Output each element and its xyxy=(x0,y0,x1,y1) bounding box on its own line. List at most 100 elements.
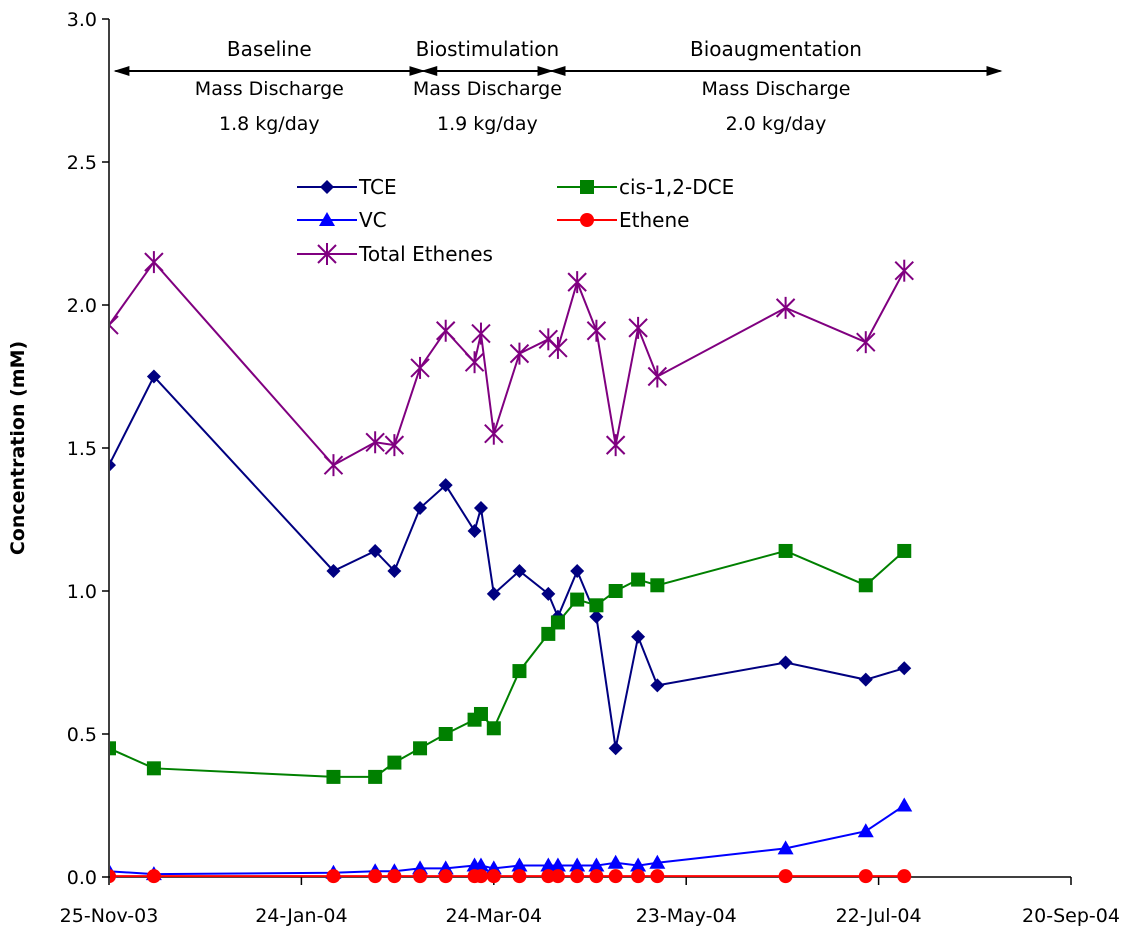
ethene-point xyxy=(486,869,501,884)
x-tick-label: 22-Jul-04 xyxy=(836,905,922,927)
y-tick-label: 2.5 xyxy=(67,152,97,174)
y-tick-label: 3.0 xyxy=(67,9,97,31)
cis-1-2-dce-point xyxy=(550,615,565,630)
total-ethenes-point xyxy=(384,434,405,457)
legend-item-ethene: Ethene xyxy=(557,208,689,232)
phase-discharge-rate: 2.0 kg/day xyxy=(726,113,827,135)
series-tce xyxy=(110,369,912,756)
tce-point xyxy=(110,459,116,472)
tce-point xyxy=(897,661,912,676)
tce-point xyxy=(512,563,527,578)
ethene-point xyxy=(368,869,383,884)
cis-1-2-dce-point xyxy=(608,584,623,598)
vc-point xyxy=(607,854,624,869)
ethene-point xyxy=(631,869,646,884)
legend-item-total-ethenes: Total Ethenes xyxy=(297,242,493,266)
cis-1-2-dce-point xyxy=(110,741,116,756)
cis-1-2-dce-point xyxy=(473,706,488,721)
legend-label: VC xyxy=(359,208,387,232)
cis-1-2-dce-point xyxy=(486,721,501,736)
ethene-point xyxy=(858,869,873,884)
total-ethenes-point xyxy=(647,365,668,388)
legend-item-tce: TCE xyxy=(297,175,397,199)
total-ethenes-point xyxy=(605,434,626,457)
series-group xyxy=(110,251,914,884)
legend: TCE cis-1,2-DCE VC Ethene Total Ethenes xyxy=(297,175,734,266)
total-ethenes-point xyxy=(509,342,530,365)
tce-point xyxy=(467,523,482,538)
axes: 0.0 0.5 1.0 1.5 2.0 2.5 3.0 25-Nov-03 24-Jan-04 2… xyxy=(60,9,1120,927)
legend-swatch-marker xyxy=(580,180,594,194)
cis-1-2-dce-point xyxy=(631,572,646,587)
vc-point xyxy=(588,857,605,872)
legend-label: Ethene xyxy=(619,208,689,232)
ethene-point xyxy=(550,869,565,884)
tce-point xyxy=(146,369,161,384)
legend-label: Total Ethenes xyxy=(358,242,493,266)
legend-swatch-marker xyxy=(319,212,335,226)
tce-line xyxy=(110,374,905,749)
vc-point xyxy=(472,857,489,872)
vc-point xyxy=(649,854,666,869)
tce-point xyxy=(650,678,665,693)
cis-1-2-dce-point xyxy=(413,741,428,756)
legend-label: TCE xyxy=(358,175,397,199)
series-ethene xyxy=(110,869,912,884)
y-tick-label: 0.0 xyxy=(67,867,97,889)
ethene-point xyxy=(650,869,665,884)
cis-1-2-dce-point xyxy=(897,543,912,558)
cis-1-2-dce-point xyxy=(858,578,873,593)
vc-point xyxy=(896,797,913,812)
cis-1-2-dce-line xyxy=(110,549,905,778)
tce-point xyxy=(387,563,402,578)
total-ethenes-point xyxy=(775,296,796,319)
x-tick-label: 20-Sep-04 xyxy=(1022,905,1120,927)
cis-1-2-dce-point xyxy=(570,592,585,607)
x-tick-label: 24-Mar-04 xyxy=(445,905,542,927)
ethene-point xyxy=(387,869,402,884)
legend-item-cis-1-2-dce: cis-1,2-DCE xyxy=(557,175,734,199)
y-tick-label: 0.5 xyxy=(67,724,97,746)
vc-point xyxy=(549,857,566,872)
x-tick-label: 23-May-04 xyxy=(636,905,737,927)
legend-swatch-marker xyxy=(317,243,337,265)
legend-item-vc: VC xyxy=(297,208,387,232)
total-ethenes-point xyxy=(567,271,587,294)
ethene-point xyxy=(326,869,341,884)
total-ethenes-point xyxy=(323,454,344,477)
cis-1-2-dce-point xyxy=(650,578,665,593)
y-tick-label: 1.0 xyxy=(67,581,97,603)
legend-swatch-marker xyxy=(320,180,334,194)
y-tick-label: 1.5 xyxy=(67,438,97,460)
phase-discharge-label: Mass Discharge xyxy=(413,78,562,100)
tce-point xyxy=(631,629,646,644)
phase-discharge-label: Mass Discharge xyxy=(701,78,850,100)
cis-1-2-dce-point xyxy=(438,727,453,741)
total-ethenes-point xyxy=(435,319,456,342)
vc-point xyxy=(630,857,647,872)
ethene-point xyxy=(413,869,428,884)
tce-point xyxy=(778,655,793,670)
total-ethenes-point xyxy=(894,259,914,282)
vc-point xyxy=(777,840,794,855)
cis-1-2-dce-point xyxy=(589,598,604,613)
ethene-point xyxy=(897,869,912,884)
phase-name: Bioaugmentation xyxy=(690,37,862,61)
ethene-point xyxy=(146,869,161,884)
series-vc xyxy=(110,797,913,881)
total-ethenes-point xyxy=(110,315,119,335)
cis-1-2-dce-point xyxy=(368,769,383,784)
tce-point xyxy=(368,543,383,558)
series-total-ethenes xyxy=(110,251,914,477)
y-tick-label: 2.0 xyxy=(67,295,97,317)
tce-point xyxy=(589,609,604,624)
total-ethenes-point xyxy=(144,251,164,274)
ethene-point xyxy=(589,869,604,884)
ethene-point xyxy=(110,869,116,884)
x-tick-label: 25-Nov-03 xyxy=(60,905,159,927)
total-ethenes-point xyxy=(548,336,568,359)
total-ethenes-line xyxy=(110,260,906,467)
total-ethenes-point xyxy=(586,319,607,342)
total-ethenes-point xyxy=(538,328,559,351)
